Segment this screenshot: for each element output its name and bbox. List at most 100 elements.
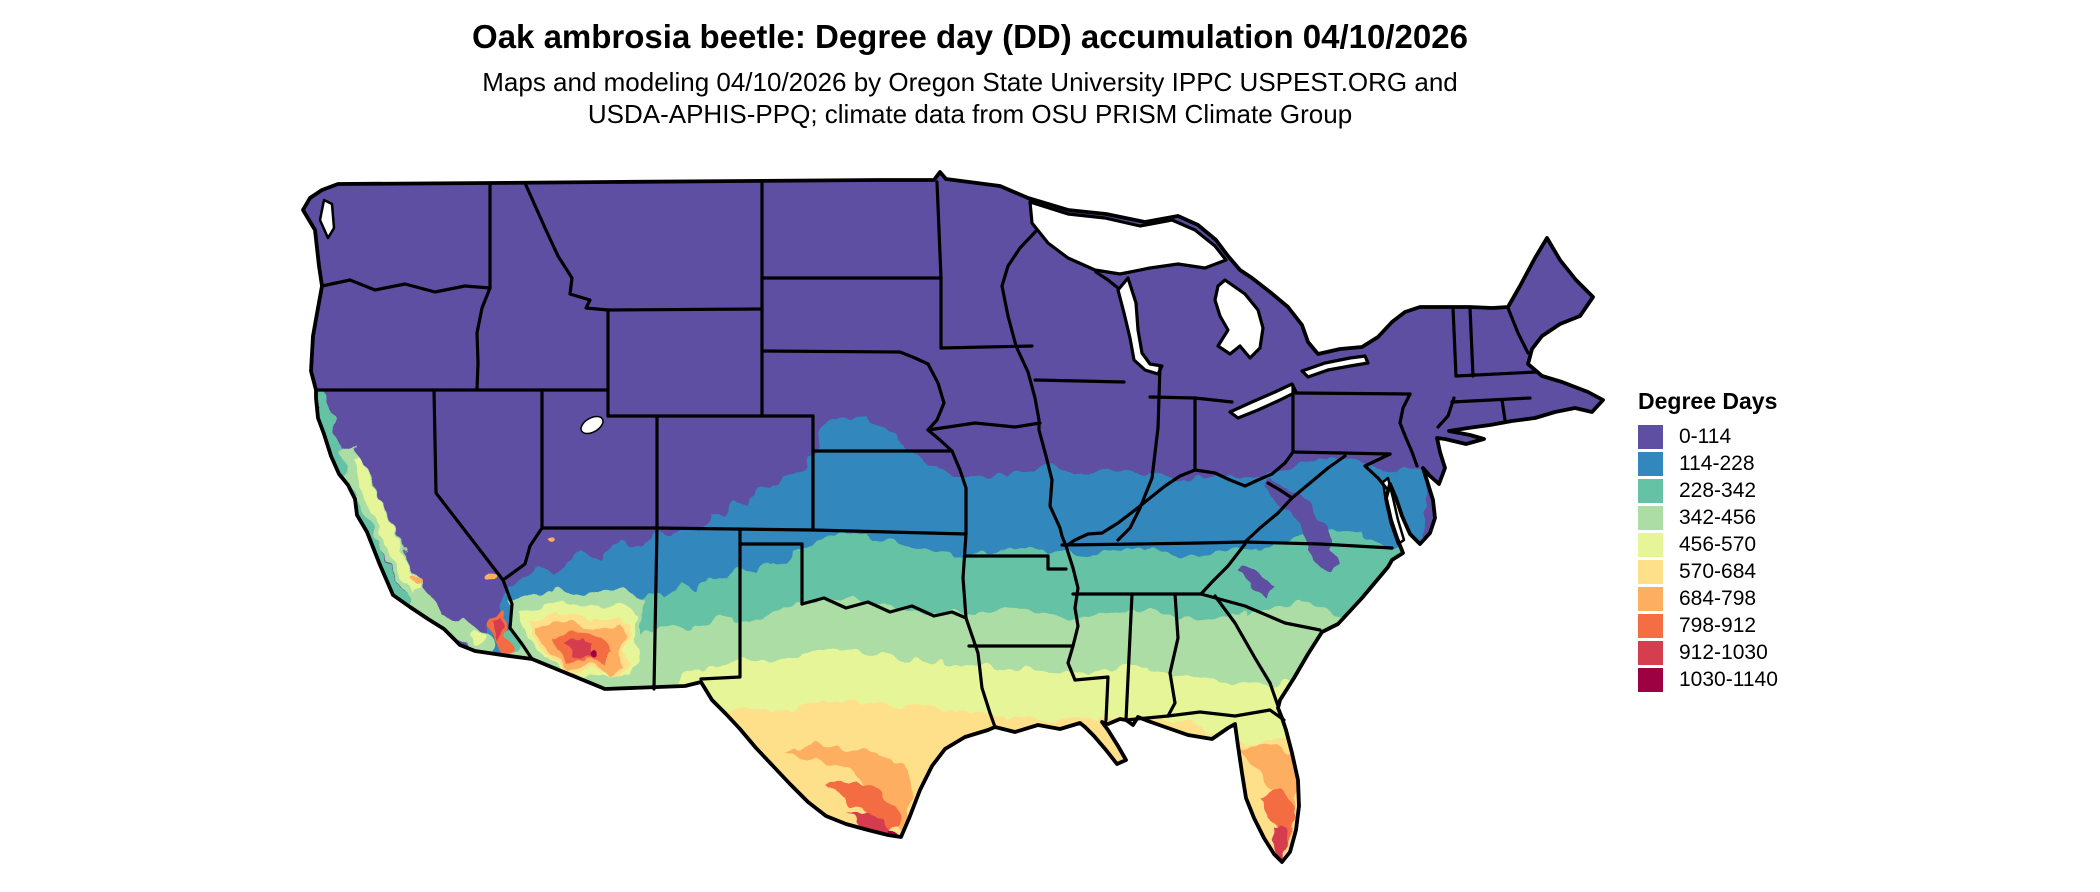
border-wi-mi — [1094, 270, 1120, 290]
border-wi-il — [1033, 378, 1126, 384]
border-me-nh — [1506, 306, 1530, 355]
legend-item: 114-228 — [1638, 450, 1898, 477]
legend-label: 912-1030 — [1679, 640, 1768, 664]
border-37n — [540, 526, 968, 536]
border-ia-mo — [926, 421, 1042, 432]
lake-superior — [1028, 200, 1228, 276]
legend-item: 684-798 — [1638, 585, 1898, 612]
keys-dot-5 — [1285, 863, 1293, 869]
appalachia-purple-3 — [1237, 564, 1275, 596]
border-ks-mo — [950, 449, 968, 536]
border-ga-sc — [1213, 594, 1280, 708]
az-red — [562, 638, 595, 658]
legend-swatch — [1638, 532, 1663, 557]
legend-item: 228-342 — [1638, 477, 1898, 504]
border-wy-north — [606, 307, 764, 312]
legend-label: 114-228 — [1679, 451, 1755, 475]
border-delaware-river — [1398, 392, 1419, 468]
legend-label: 798-912 — [1679, 613, 1757, 637]
legend-swatch — [1638, 478, 1663, 503]
border-ok-panhandle — [738, 542, 804, 606]
band-912-1030-fl — [1271, 826, 1288, 860]
legend-item: 0-114 — [1638, 423, 1898, 450]
border-al-fl — [1124, 714, 1170, 722]
border-id-west — [475, 181, 492, 392]
border-md-va-potomac — [1363, 452, 1392, 490]
legend-item: 456-570 — [1638, 531, 1898, 558]
border-nd-mn — [935, 180, 943, 350]
us-map-svg — [301, 170, 1605, 883]
border-mississippi-river — [1000, 284, 1080, 682]
border-ms-al — [1124, 592, 1134, 722]
legend-label: 684-798 — [1679, 586, 1757, 610]
legend-swatch — [1638, 613, 1663, 638]
vegas-orange-dot — [486, 572, 498, 580]
border-pa-ny — [1291, 391, 1412, 396]
page-title: Oak ambrosia beetle: Degree day (DD) acc… — [472, 18, 1468, 55]
great-salt-lake — [580, 415, 604, 435]
legend-label: 228-342 — [1679, 478, 1757, 502]
subtitle-line-1: Maps and modeling 04/10/2026 by Oregon S… — [482, 67, 1458, 97]
border-id-mt — [523, 181, 610, 312]
legend-item: 798-912 — [1638, 612, 1898, 639]
legend-swatch — [1638, 559, 1663, 584]
band-684-798-tx — [785, 746, 912, 828]
legend-label: 570-684 — [1679, 559, 1757, 583]
legend-item: 570-684 — [1638, 558, 1898, 585]
border-tn-nc — [1199, 542, 1247, 596]
border-ok-ar — [961, 532, 968, 620]
legend-item: 912-1030 — [1638, 639, 1898, 666]
legend-label: 342-456 — [1679, 505, 1757, 529]
colorado-river-red — [493, 618, 505, 640]
lake-ontario — [1300, 354, 1370, 379]
legend-label: 1030-1140 — [1679, 667, 1778, 691]
border-nv-az-river — [501, 526, 544, 661]
valley-orange-dot — [412, 575, 420, 585]
lake-michigan — [1116, 276, 1164, 376]
border-mo-ar — [964, 554, 1068, 571]
border-ut-co-az-nm — [652, 414, 659, 691]
border-la-ms — [1073, 675, 1110, 722]
appalachia-purple-2 — [1300, 520, 1338, 573]
border-ny-vt — [1451, 306, 1458, 378]
band-570-684 — [710, 701, 1425, 862]
header: Oak ambrosia beetle: Degree day (DD) acc… — [0, 0, 1940, 130]
legend-swatch — [1638, 424, 1663, 449]
border-vt-nh — [1468, 306, 1475, 378]
legend-swatch — [1638, 505, 1663, 530]
border-tx-ar-la — [964, 616, 997, 729]
or-coast-teal — [316, 392, 338, 448]
socal-yellow-dot — [469, 633, 487, 643]
appalachia-purple-1 — [1265, 478, 1335, 550]
keys-dot-3 — [1262, 878, 1272, 883]
border-ia-ne-river — [926, 362, 954, 453]
legend-item: 342-456 — [1638, 504, 1898, 531]
legend-label: 456-570 — [1679, 532, 1757, 556]
border-nc-sc — [1199, 592, 1322, 632]
legend-rows: 0-114 114-228 228-342 342-456 456-570 570-684… — [1638, 423, 1898, 693]
keys-dot-1 — [1233, 875, 1241, 880]
band-798-912-fl — [1260, 790, 1294, 842]
legend-item: 1030-1140 — [1638, 666, 1898, 693]
border-ca-nv — [432, 388, 505, 582]
great-lakes — [318, 198, 1406, 546]
puget-sound — [318, 198, 336, 240]
border-ny-ct — [1436, 396, 1456, 429]
subtitle-line-2: USDA-APHIS-PPQ; climate data from OSU PR… — [587, 99, 1353, 129]
legend-swatch — [1638, 451, 1663, 476]
border-ga-fl — [1166, 708, 1286, 722]
border-red-river — [800, 596, 968, 620]
border-ohio-river — [1064, 450, 1295, 548]
border-ct-ri — [1500, 398, 1507, 422]
ca-valley-yellow — [352, 459, 422, 596]
legend-swatch — [1638, 667, 1663, 692]
border-wv-ky — [1266, 481, 1294, 500]
us-outline — [301, 170, 1605, 864]
legend: Degree Days 0-114 114-228 228-342 342-456 45… — [1638, 388, 1898, 693]
band-912-1030-tx — [848, 812, 894, 838]
border-mason-dixon — [1291, 450, 1392, 456]
stgeorge-orange-dot — [545, 539, 555, 545]
az-dark-red-dot — [588, 654, 596, 660]
lake-huron — [1213, 278, 1265, 360]
legend-label: 0-114 — [1679, 424, 1732, 448]
